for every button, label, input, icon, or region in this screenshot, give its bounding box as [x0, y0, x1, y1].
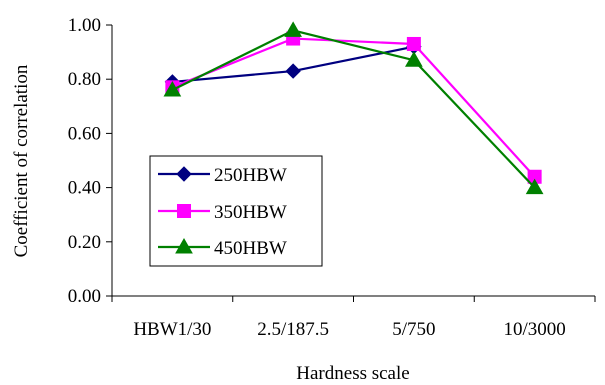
series-line	[171, 37, 536, 178]
legend-marker	[176, 166, 192, 182]
data-point	[405, 51, 423, 67]
y-tick-labels: 0.00 0.20 0.40 0.60 0.80 1.00	[68, 15, 101, 307]
legend: 250HBW 350HBW 450HBW	[149, 155, 323, 267]
data-point	[285, 63, 301, 79]
data-point	[406, 36, 421, 51]
x-tick-label: HBW1/30	[133, 319, 211, 340]
y-tick-label: 0.00	[68, 286, 101, 307]
x-tick-label: 5/750	[392, 319, 435, 340]
x-tick-label: 2.5/187.5	[257, 319, 329, 340]
y-tick-label: 0.80	[68, 69, 101, 90]
legend-label: 250HBW	[214, 165, 287, 186]
x-tick-labels: HBW1/30 2.5/187.5 5/750 10/3000	[133, 319, 565, 340]
y-tick-label: 0.60	[68, 123, 101, 144]
series-line	[171, 29, 536, 189]
series-450HBW	[163, 21, 544, 195]
y-tick-label: 1.00	[68, 15, 101, 36]
legend-marker	[177, 204, 191, 218]
legend-label: 450HBW	[214, 238, 287, 259]
axes	[106, 24, 596, 302]
y-tick-label: 0.40	[68, 178, 101, 199]
legend-item-450HBW: 450HBW	[158, 237, 287, 259]
data-point	[163, 81, 182, 97]
legend-label: 350HBW	[214, 202, 287, 223]
legend-item-250HBW: 250HBW	[158, 165, 287, 186]
data-point	[525, 178, 544, 195]
legend-item-350HBW: 350HBW	[158, 202, 287, 223]
series-250HBW	[164, 38, 422, 90]
x-tick-label: 10/3000	[503, 319, 565, 340]
x-axis-label: Hardness scale	[296, 363, 409, 384]
legend-marker	[175, 237, 193, 254]
series-layer	[163, 21, 544, 195]
y-tick-label: 0.20	[68, 232, 101, 253]
data-point	[284, 21, 302, 37]
y-axis-label: Coefficient of correlation	[11, 64, 32, 257]
